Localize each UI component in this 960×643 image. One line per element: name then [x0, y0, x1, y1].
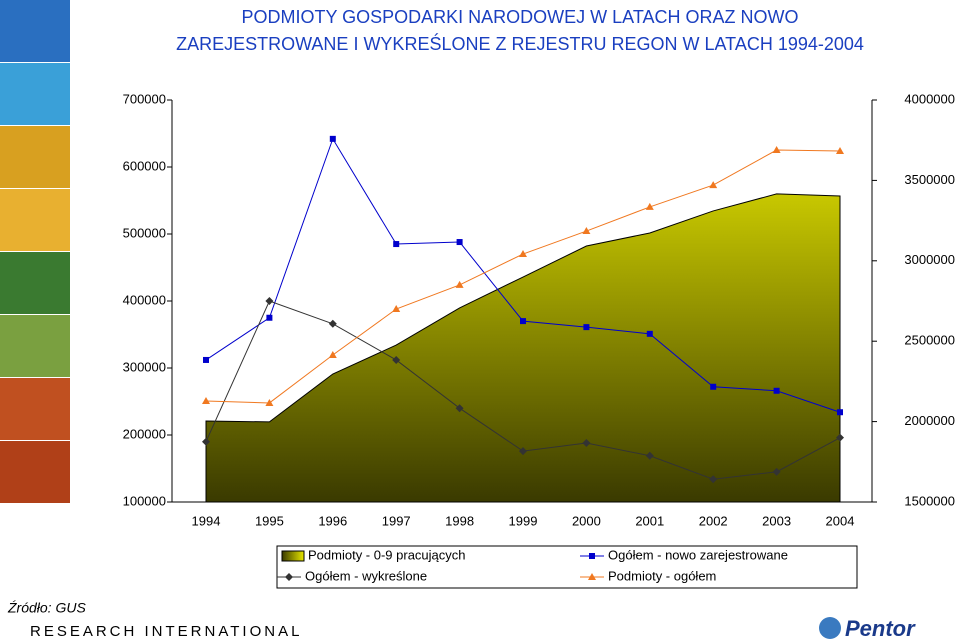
x-tick-label: 1999: [509, 513, 538, 528]
marker: [202, 397, 210, 405]
x-tick-label: 2004: [826, 513, 855, 528]
marker: [645, 451, 654, 460]
marker: [456, 239, 463, 246]
legend-marker: [589, 553, 595, 559]
marker: [266, 314, 273, 321]
area: [205, 193, 841, 503]
brand-left: RESEARCH INTERNATIONAL: [30, 623, 302, 640]
marker: [265, 398, 274, 406]
marker: [329, 135, 336, 142]
chart-title: PODMIOTY GOSPODARKI NARODOWEJ W LATACH O…: [241, 7, 798, 27]
legend-label: Podmioty - 0-9 pracujących: [308, 547, 466, 562]
x-tick-label: 2003: [762, 513, 791, 528]
x-tick-label: 2001: [635, 513, 664, 528]
marker: [392, 355, 401, 364]
legend-label: Podmioty - ogółem: [608, 568, 716, 583]
y-tick-label: 500000: [123, 225, 166, 240]
marker: [519, 250, 527, 258]
marker: [645, 202, 654, 210]
marker: [646, 330, 653, 337]
marker: [583, 324, 590, 331]
legend-marker: [285, 573, 293, 581]
x-tick-label: 1996: [318, 513, 347, 528]
y-tick-label: 200000: [123, 426, 166, 441]
legend-label: Ogółem - wykreślone: [305, 568, 427, 583]
y2-tick-label: 1500000: [904, 493, 955, 508]
marker: [392, 305, 401, 313]
y-tick-label: 100000: [123, 493, 166, 508]
marker: [393, 241, 400, 248]
legend-label: Ogółem - nowo zarejestrowane: [608, 547, 788, 562]
x-tick-label: 2002: [699, 513, 728, 528]
y-tick-label: 600000: [123, 158, 166, 173]
x-tick-label: 1998: [445, 513, 474, 528]
marker: [772, 146, 781, 154]
photo-strip: [0, 0, 70, 503]
legend-marker: [588, 573, 596, 580]
y2-tick-label: 2500000: [904, 333, 955, 348]
marker: [836, 433, 844, 442]
marker: [455, 280, 464, 288]
y-tick-label: 300000: [123, 359, 166, 374]
chart-title: ZAREJESTROWANE I WYKREŚLONE Z REJESTRU R…: [176, 33, 864, 54]
legend: [276, 545, 858, 589]
marker: [520, 318, 526, 325]
marker: [837, 409, 843, 416]
marker: [202, 437, 210, 446]
y2-tick-label: 2000000: [904, 413, 955, 428]
marker: [265, 297, 274, 305]
x-tick-label: 2000: [572, 513, 601, 528]
marker: [836, 146, 844, 154]
logo-icon: [819, 617, 841, 639]
marker: [328, 319, 337, 328]
marker: [582, 227, 591, 235]
x-tick-label: 1997: [382, 513, 411, 528]
y-tick-label: 400000: [123, 292, 166, 307]
legend-swatch: [281, 550, 305, 562]
x-tick-label: 1995: [255, 513, 284, 528]
y2-tick-label: 3500000: [904, 172, 955, 187]
marker: [709, 181, 718, 189]
marker: [455, 404, 464, 413]
x-tick-label: 1994: [192, 513, 221, 528]
marker: [709, 475, 718, 484]
y-tick-label: 700000: [123, 91, 166, 106]
marker: [519, 447, 527, 456]
marker: [328, 351, 337, 359]
marker: [203, 356, 209, 363]
marker: [773, 387, 780, 394]
marker: [582, 439, 591, 448]
y2-tick-label: 4000000: [904, 91, 955, 106]
y2-tick-label: 3000000: [904, 252, 955, 267]
marker: [772, 467, 781, 476]
source: Źródło: GUS: [7, 600, 86, 616]
marker: [710, 383, 717, 390]
brand-right: Pentor: [845, 616, 916, 641]
